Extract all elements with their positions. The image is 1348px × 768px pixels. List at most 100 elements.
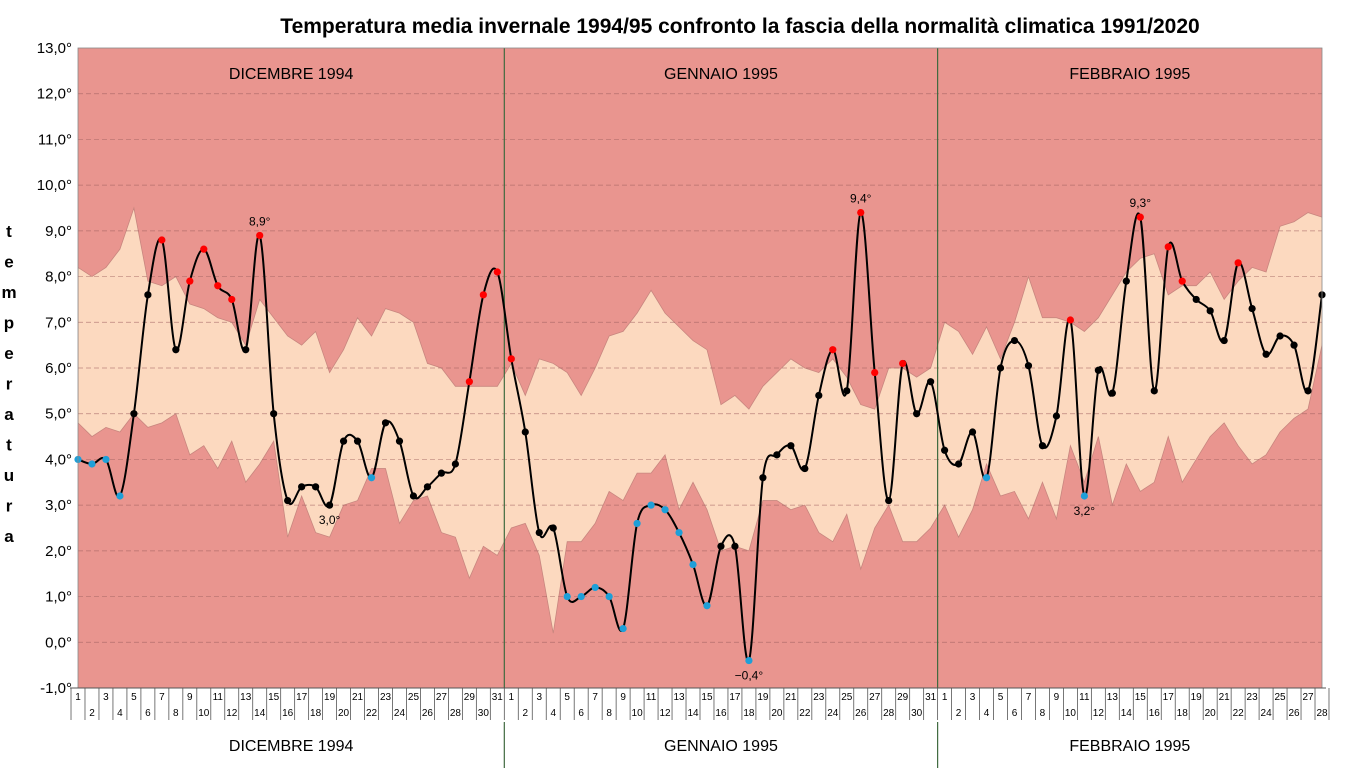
y-axis-label-letter: u: [4, 466, 14, 485]
x-tick-label: 22: [366, 708, 378, 719]
x-tick-label: 10: [198, 708, 210, 719]
data-point-normal: [535, 528, 543, 537]
x-tick-label: 9: [187, 692, 193, 703]
data-point-normal: [423, 483, 432, 491]
x-tick-label: 2: [522, 708, 528, 719]
x-tick-label: 13: [673, 692, 685, 703]
data-point-below-normal: [661, 506, 669, 514]
month-axis-label: GENNAIO 1995: [664, 738, 778, 755]
data-point-below-normal: [647, 501, 655, 509]
x-tick-label: 27: [436, 692, 448, 703]
month-title: DICEMBRE 1994: [229, 66, 354, 83]
data-point-normal: [353, 437, 362, 445]
data-point-below-normal: [88, 460, 96, 468]
data-point-normal: [1122, 277, 1130, 285]
y-tick-label: 10,0°: [37, 177, 72, 194]
y-tick-label: 13,0°: [37, 40, 72, 57]
y-tick-label: 2,0°: [45, 543, 72, 560]
data-point-normal: [787, 442, 795, 450]
x-tick-label: 28: [883, 708, 895, 719]
x-tick-label: 24: [1261, 708, 1273, 719]
data-label: 9,3°: [1130, 196, 1152, 210]
x-tick-label: 25: [1275, 692, 1287, 703]
x-tick-label: 24: [827, 708, 839, 719]
data-point-above-normal: [829, 346, 837, 354]
y-axis-label-letter: p: [4, 314, 14, 333]
data-point-normal: [521, 428, 529, 436]
x-tick-label: 7: [592, 692, 598, 703]
y-tick-label: 3,0°: [45, 497, 72, 514]
data-point-above-normal: [200, 245, 208, 253]
y-axis-label-letter: e: [4, 344, 13, 363]
x-tick-label: 22: [1233, 708, 1245, 719]
x-tick-label: 14: [1121, 708, 1133, 719]
x-tick-label: 28: [1316, 708, 1328, 719]
x-tick-label: 16: [715, 708, 727, 719]
data-point-normal: [298, 483, 306, 491]
data-point-above-normal: [1178, 277, 1186, 285]
data-point-normal: [1108, 389, 1116, 397]
data-point-below-normal: [591, 583, 599, 592]
data-point-normal: [996, 364, 1005, 372]
data-point-normal: [1206, 307, 1214, 315]
x-tick-label: 18: [1177, 708, 1189, 719]
data-point-normal: [759, 474, 767, 482]
data-point-normal: [1010, 336, 1019, 345]
data-point-normal: [144, 291, 152, 299]
x-tick-label: 15: [1135, 692, 1147, 703]
x-tick-label: 26: [1288, 708, 1300, 719]
data-point-normal: [1304, 387, 1312, 395]
x-tick-label: 21: [352, 692, 364, 703]
data-point-normal: [1220, 336, 1228, 345]
y-axis-label-letter: r: [6, 497, 13, 516]
y-tick-label: 8,0°: [45, 269, 72, 286]
data-point-below-normal: [745, 656, 753, 665]
x-tick-label: 13: [1107, 692, 1119, 703]
chart-title: Temperatura media invernale 1994/95 conf…: [280, 15, 1199, 38]
data-point-below-normal: [102, 455, 110, 464]
x-tick-label: 28: [450, 708, 462, 719]
normal-band: [78, 206, 1322, 634]
data-point-below-normal: [703, 602, 711, 610]
x-tick-label: 2: [89, 708, 95, 719]
data-label: 9,4°: [850, 192, 872, 206]
x-tick-label: 15: [701, 692, 713, 703]
y-tick-label: 0,0°: [45, 634, 72, 651]
y-axis-label-letter: r: [6, 375, 13, 394]
data-point-above-normal: [214, 282, 222, 290]
data-point-above-normal: [507, 355, 515, 363]
data-point-above-normal: [228, 295, 236, 304]
data-point-below-normal: [605, 592, 613, 601]
data-point-normal: [954, 460, 963, 468]
y-axis-label-letter: m: [1, 283, 16, 302]
x-tick-label: 10: [1065, 708, 1077, 719]
x-tick-label: 12: [659, 708, 671, 719]
data-point-normal: [885, 496, 893, 505]
x-tick-label: 9: [1054, 692, 1060, 703]
data-point-normal: [1038, 442, 1047, 450]
data-point-normal: [731, 542, 739, 550]
x-tick-label: 4: [117, 708, 123, 719]
data-point-normal: [339, 437, 348, 445]
y-axis-label-letter: a: [4, 405, 14, 424]
data-point-normal: [312, 483, 320, 491]
x-tick-label: 6: [1012, 708, 1018, 719]
x-tick-label: 31: [925, 692, 937, 703]
data-point-above-normal: [871, 368, 879, 377]
x-tick-label: 30: [478, 708, 490, 719]
month-title: FEBBRAIO 1995: [1069, 66, 1190, 83]
data-point-normal: [437, 469, 446, 477]
x-tick-label: 3: [970, 692, 976, 703]
data-point-above-normal: [1164, 243, 1172, 251]
data-label: 3,0°: [319, 513, 341, 527]
data-point-normal: [1290, 341, 1298, 349]
data-point-below-normal: [577, 592, 585, 601]
data-point-above-normal: [479, 291, 487, 299]
data-point-normal: [409, 492, 418, 500]
x-tick-label: 12: [226, 708, 238, 719]
data-label: 3,2°: [1074, 504, 1096, 518]
data-point-normal: [1262, 350, 1270, 358]
x-tick-label: 21: [785, 692, 797, 703]
data-point-normal: [843, 387, 851, 395]
y-tick-label: 9,0°: [45, 223, 72, 240]
